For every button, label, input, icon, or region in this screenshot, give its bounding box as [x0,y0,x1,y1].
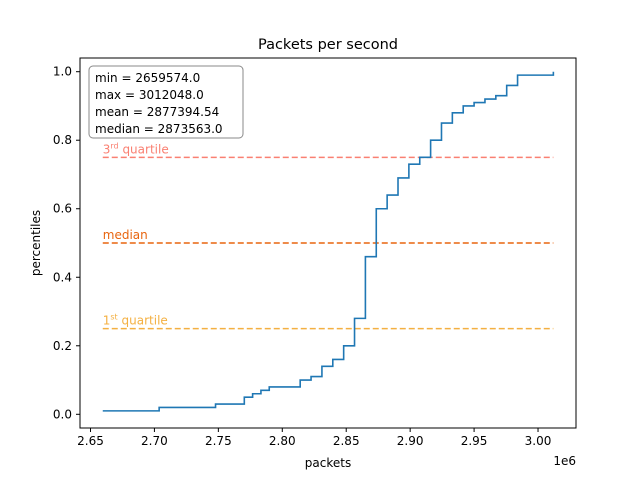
x-tick-label: 2.65 [77,434,104,448]
y-tick-label: 0.6 [53,202,72,216]
y-axis-ticks: 0.0 0.2 0.4 0.6 0.8 1.0 [53,65,80,421]
x-axis-ticks: 2.65 2.70 2.75 2.80 2.85 2.90 2.95 3.00 [77,428,551,448]
x-tick-label: 2.75 [205,434,232,448]
axes-frame [79,57,577,429]
stats-mean: mean = 2877394.54 [95,105,219,119]
y-tick-label: 0.0 [53,407,72,421]
x-tick-label: 3.00 [525,434,552,448]
x-axis-offset-label: 1e6 [553,454,576,468]
y-tick-label: 0.8 [53,133,72,147]
cdf-step-line-0 [102,71,555,412]
reference-label-2: 1st quartile [103,313,168,328]
x-tick-label: 2.80 [269,434,296,448]
stats-box: min = 2659574.0 max = 3012048.0 mean = 2… [88,65,244,139]
y-tick-label: 0.2 [53,339,72,353]
x-tick-label: 2.90 [397,434,424,448]
reference-label-1: median [103,228,148,242]
reference-label-0: 3rd quartile [103,141,169,156]
stats-median: median = 2873563.0 [95,122,223,136]
stats-max: max = 3012048.0 [95,88,204,102]
chart-title: Packets per second [258,37,398,53]
y-tick-label: 0.4 [53,270,72,284]
y-axis-label: percentiles [29,210,43,276]
y-tick-label: 1.0 [53,65,72,79]
stats-min: min = 2659574.0 [95,71,200,85]
x-tick-label: 2.95 [461,434,488,448]
x-tick-label: 2.85 [333,434,360,448]
stats-box-frame [88,65,244,139]
x-axis-label: packets [305,456,351,470]
x-tick-label: 2.70 [141,434,168,448]
plot-content: 3rd quartile median 1st quartile [102,71,555,412]
